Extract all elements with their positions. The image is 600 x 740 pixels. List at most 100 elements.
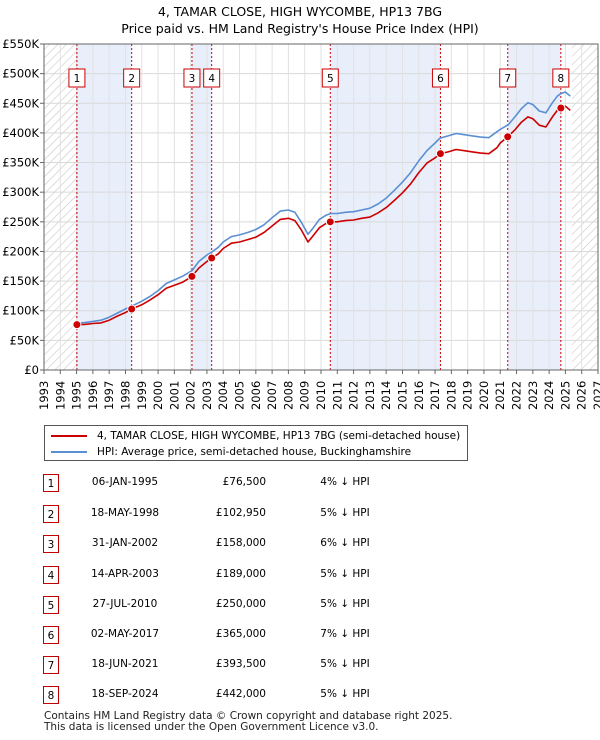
x-tick-label: 2011 xyxy=(330,381,344,410)
sale-hpi-diff: 7% ↓ HPI xyxy=(320,628,370,640)
y-tick-label: £350K xyxy=(2,156,39,170)
sale-point xyxy=(503,132,513,142)
sale-label-box xyxy=(431,68,449,88)
sale-price: £393,500 xyxy=(215,658,266,670)
sale-point xyxy=(72,320,82,330)
hpi-line xyxy=(76,91,571,324)
sale-date: 31-JAN-2002 xyxy=(91,537,159,549)
y-tick-label: £0 xyxy=(24,363,39,377)
sale-label: 2 xyxy=(128,73,135,85)
sale-label: 3 xyxy=(189,73,196,85)
x-tick-label: 2026 xyxy=(575,381,589,410)
sale-hpi-diff: 5% ↓ HPI xyxy=(320,507,370,519)
x-tick-label: 2020 xyxy=(477,381,491,410)
sale-label-box xyxy=(499,68,517,88)
y-tick-label: £500K xyxy=(2,67,39,81)
y-tick-label: £50K xyxy=(10,333,40,347)
y-tick-label: £550K xyxy=(2,37,39,51)
table-row: 8 18-SEP-2024 £442,000 5% ↓ HPI xyxy=(0,686,600,706)
sale-number-badge: 3 xyxy=(43,535,59,553)
x-tick-label: 2014 xyxy=(379,381,393,410)
table-row: 4 14-APR-2003 £189,000 5% ↓ HPI xyxy=(0,566,600,586)
sale-point xyxy=(127,304,137,314)
x-tick-label: 1995 xyxy=(70,381,84,410)
sale-number-badge: 2 xyxy=(43,505,59,523)
chart-subtitle: Price paid vs. HM Land Registry's House … xyxy=(121,21,479,36)
footer-copyright: Contains HM Land Registry data © Crown c… xyxy=(44,710,453,722)
x-tick-label: 2013 xyxy=(363,381,377,410)
x-tick-label: 2018 xyxy=(444,381,458,410)
y-tick-label: £100K xyxy=(2,304,39,318)
x-tick-label: 1993 xyxy=(37,381,51,410)
sale-label: 1 xyxy=(74,73,81,85)
sale-price: £365,000 xyxy=(215,628,266,640)
sale-point xyxy=(556,103,566,113)
x-tick-label: 1999 xyxy=(135,381,149,410)
sale-number-badge: 7 xyxy=(43,656,59,674)
sale-label-box xyxy=(68,68,86,88)
sale-hpi-diff: 5% ↓ HPI xyxy=(320,568,370,580)
sale-number-badge: 5 xyxy=(43,596,59,614)
y-tick-label: £150K xyxy=(2,274,39,288)
x-tick-label: 2012 xyxy=(347,381,361,410)
y-tick-label: £250K xyxy=(2,215,39,229)
x-tick-label: 2010 xyxy=(314,381,328,410)
x-tick-label: 1994 xyxy=(53,381,67,410)
no-data-region-right xyxy=(571,44,598,370)
x-tick-label: 2015 xyxy=(395,381,409,410)
ownership-band xyxy=(76,44,132,370)
chart-title: 4, TAMAR CLOSE, HIGH WYCOMBE, HP13 7BG xyxy=(157,4,442,19)
x-tick-label: 2009 xyxy=(298,381,312,410)
sale-date: 02-MAY-2017 xyxy=(90,628,160,640)
sale-number-badge: 8 xyxy=(43,686,59,704)
x-tick-label: 2016 xyxy=(412,381,426,410)
sale-hpi-diff: 6% ↓ HPI xyxy=(320,537,370,549)
sale-number-badge: 4 xyxy=(43,566,59,584)
table-row: 1 06-JAN-1995 £76,500 4% ↓ HPI xyxy=(0,474,600,494)
sale-price: £442,000 xyxy=(215,688,266,700)
sale-label-box xyxy=(203,68,221,88)
ownership-band xyxy=(330,44,441,370)
legend-label-property: 4, TAMAR CLOSE, HIGH WYCOMBE, HP13 7BG (… xyxy=(97,430,461,442)
sale-label-box xyxy=(321,68,339,88)
sale-number-badge: 6 xyxy=(43,626,59,644)
sale-price: £250,000 xyxy=(215,598,266,610)
legend-swatch-blue xyxy=(51,451,87,453)
y-tick-label: £400K xyxy=(2,126,39,140)
legend-swatch-red xyxy=(51,435,87,437)
sale-label: 7 xyxy=(504,73,511,85)
sale-hpi-diff: 5% ↓ HPI xyxy=(320,598,370,610)
x-tick-label: 2002 xyxy=(184,381,198,410)
x-tick-label: 1998 xyxy=(118,381,132,410)
ownership-band xyxy=(507,44,561,370)
sale-label: 6 xyxy=(437,73,444,85)
table-row: 3 31-JAN-2002 £158,000 6% ↓ HPI xyxy=(0,535,600,555)
x-tick-label: 2000 xyxy=(151,381,165,410)
sale-price: £76,500 xyxy=(222,476,266,488)
sale-date: 06-JAN-1995 xyxy=(91,476,159,488)
y-tick-label: £450K xyxy=(2,96,39,110)
sale-label: 5 xyxy=(327,73,334,85)
sale-label-box xyxy=(552,68,570,88)
sale-hpi-diff: 4% ↓ HPI xyxy=(320,476,370,488)
x-tick-label: 2021 xyxy=(493,381,507,410)
sale-date: 18-SEP-2024 xyxy=(91,688,159,700)
sale-price: £102,950 xyxy=(215,507,266,519)
x-tick-label: 2005 xyxy=(233,381,247,410)
sale-hpi-diff: 5% ↓ HPI xyxy=(320,658,370,670)
sale-label-box xyxy=(183,68,201,88)
x-tick-label: 2017 xyxy=(428,381,442,410)
x-tick-label: 2008 xyxy=(281,381,295,410)
x-tick-label: 2023 xyxy=(526,381,540,410)
x-tick-label: 2024 xyxy=(542,381,556,410)
sale-price: £189,000 xyxy=(215,568,266,580)
y-tick-label: £300K xyxy=(2,185,39,199)
x-tick-label: 1997 xyxy=(102,381,116,410)
x-tick-label: 2007 xyxy=(265,381,279,410)
sale-point xyxy=(187,271,197,281)
table-row: 6 02-MAY-2017 £365,000 7% ↓ HPI xyxy=(0,626,600,646)
sale-label: 4 xyxy=(208,73,215,85)
sale-date: 27-JUL-2010 xyxy=(92,598,158,610)
sale-date: 18-JUN-2021 xyxy=(91,658,159,670)
sale-point xyxy=(325,217,335,227)
